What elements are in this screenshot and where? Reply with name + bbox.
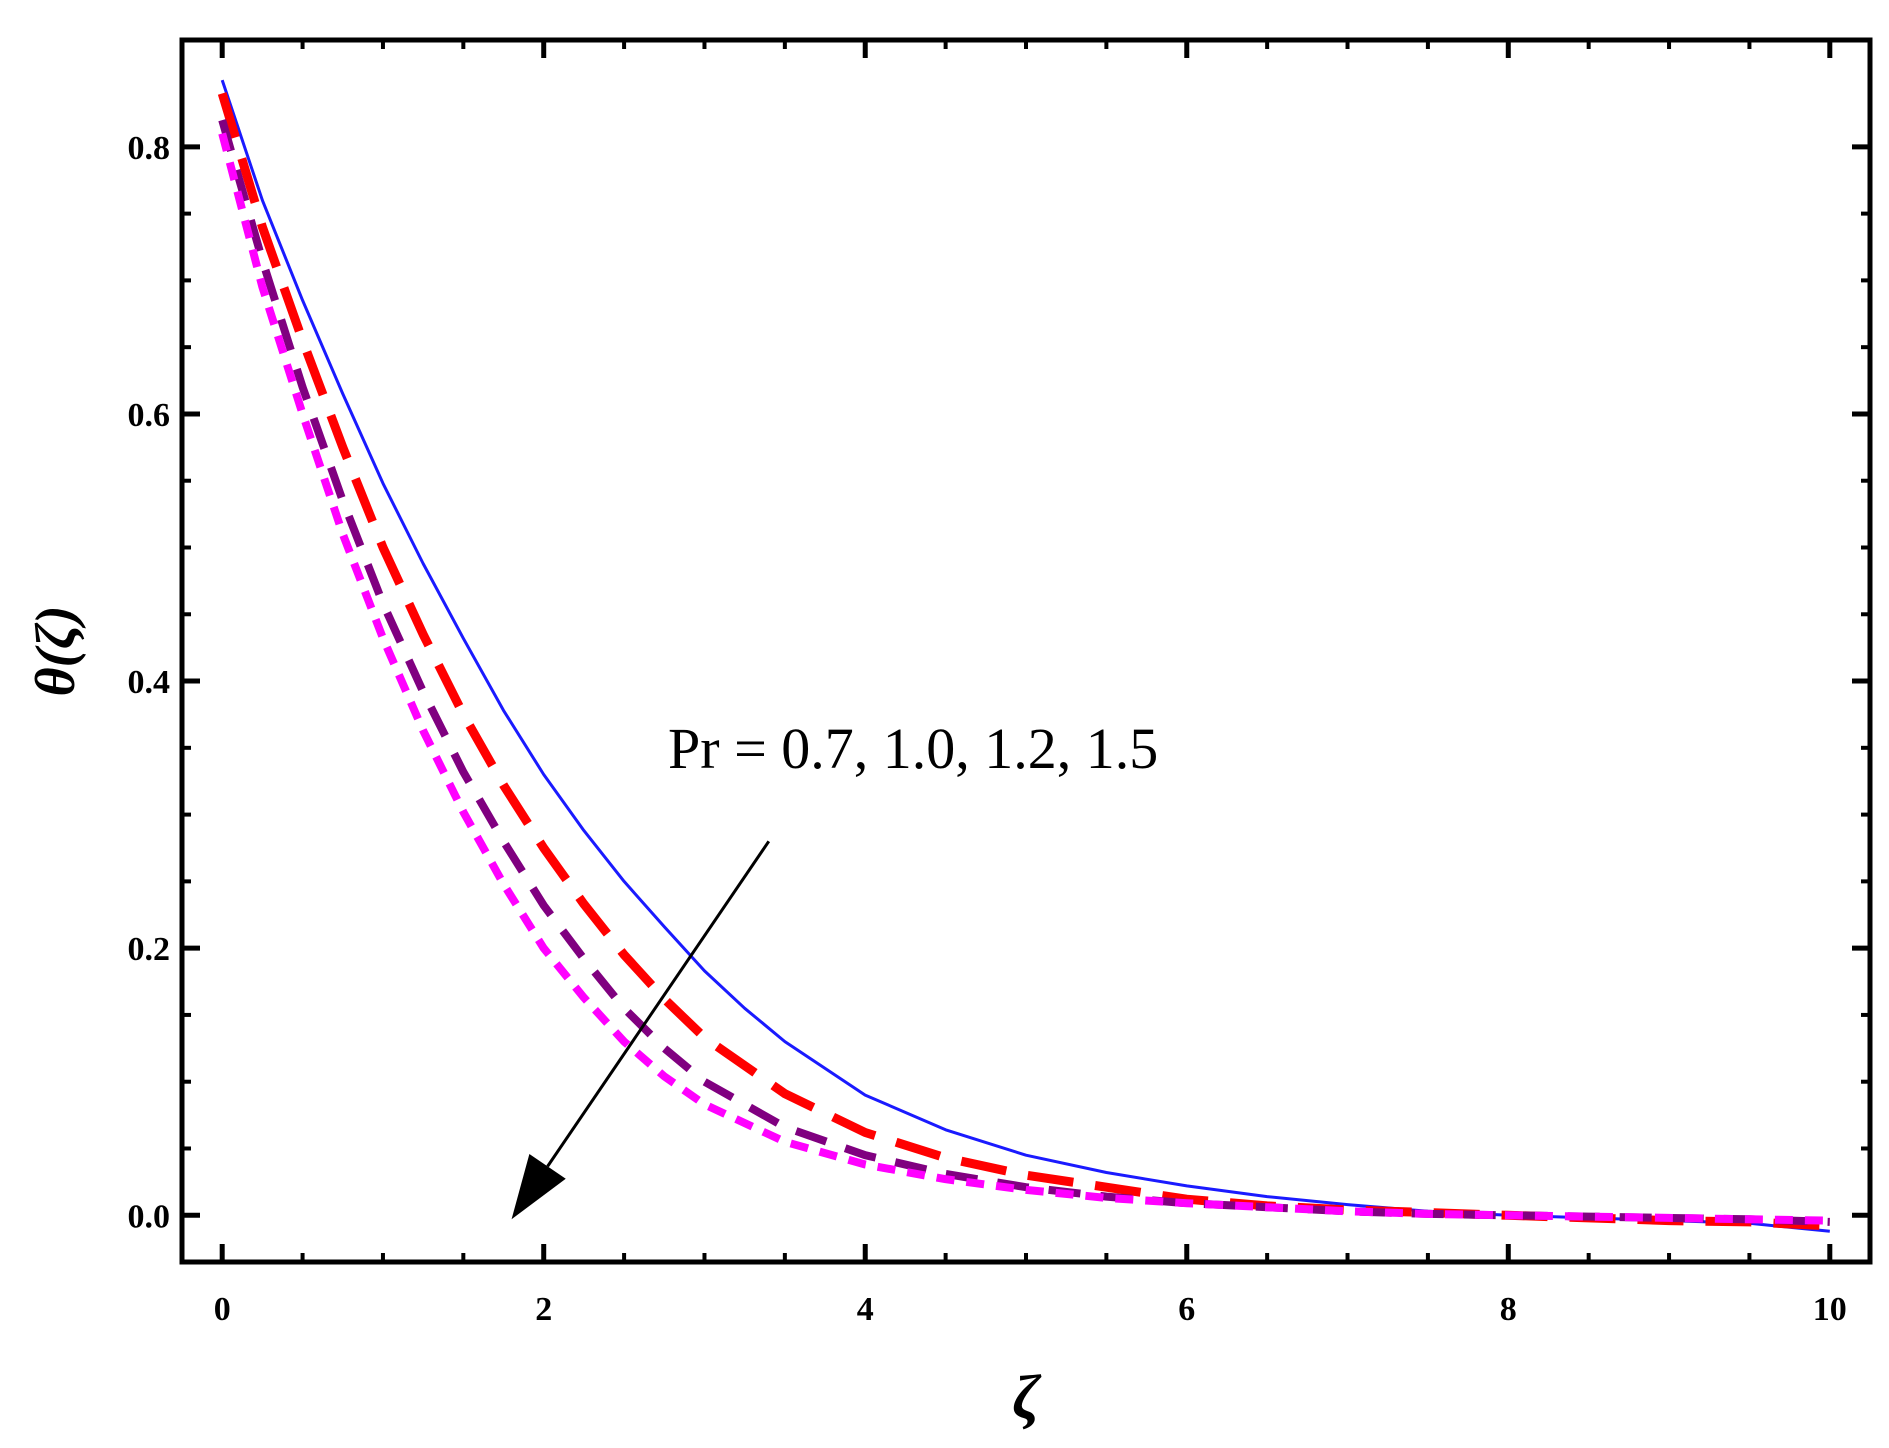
plot-frame	[179, 37, 1873, 1265]
annotation-arrowhead	[511, 1153, 566, 1220]
x-tick-label: 4	[857, 1291, 874, 1328]
series-layer	[217, 79, 1831, 1233]
y-tick-label: 0.6	[128, 397, 171, 434]
x-tick-label: 2	[535, 1291, 552, 1328]
y-axis-title: θ(ζ)	[25, 605, 87, 696]
series-line-4	[218, 132, 1830, 1225]
y-tick-label: 0.8	[128, 130, 171, 167]
annotation-arrow	[546, 840, 771, 1168]
series-line-2	[217, 92, 1831, 1231]
y-tick-label: 0.4	[128, 664, 171, 701]
x-tick-label: 6	[1178, 1291, 1195, 1328]
y-tick-label: 0.0	[128, 1198, 171, 1235]
x-tick-label: 10	[1813, 1291, 1847, 1328]
labels-layer: 0 2 4 6 8 10 0.0 0.2 0.4 0.6 0.8	[128, 130, 1847, 1328]
series-line-1	[220, 79, 1830, 1233]
series-line-3	[218, 118, 1830, 1226]
annotation-layer: Pr = 0.7, 1.0, 1.2, 1.5	[511, 716, 1158, 1220]
x-tick-label: 0	[214, 1291, 231, 1328]
annotation-text: Pr = 0.7, 1.0, 1.2, 1.5	[668, 716, 1158, 781]
ticks-layer	[182, 40, 1870, 1262]
x-axis-title: ζ	[1012, 1364, 1042, 1432]
y-tick-label: 0.2	[128, 931, 171, 968]
x-tick-label: 8	[1500, 1291, 1517, 1328]
